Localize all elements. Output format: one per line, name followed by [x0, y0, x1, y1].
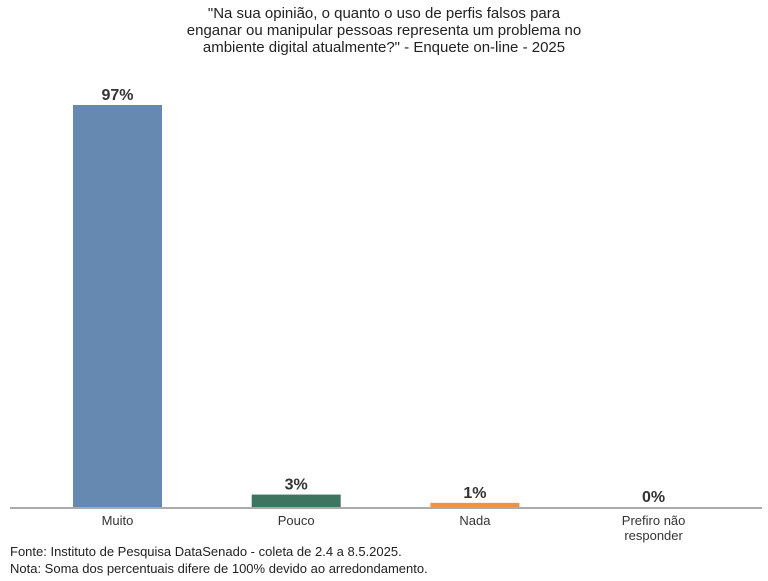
- bar: [73, 105, 162, 507]
- chart-title: "Na sua opinião, o quanto o uso de perfi…: [0, 5, 768, 56]
- x-tick-label: Muito: [102, 513, 134, 528]
- bar: [251, 494, 341, 507]
- title-line: enganar ou manipular pessoas representa …: [186, 22, 582, 39]
- x-tick-label: Pouco: [278, 513, 315, 528]
- data-label: 3%: [285, 477, 308, 494]
- title-line: ambiente digital atualmente?" - Enquete …: [202, 39, 566, 56]
- x-tick-label: Prefiro não: [622, 513, 686, 528]
- x-tick-label: responder: [624, 528, 683, 543]
- data-label: 0%: [642, 489, 665, 506]
- data-label: 97%: [101, 87, 133, 104]
- title-line: "Na sua opinião, o quanto o uso de perfi…: [207, 5, 561, 22]
- x-tick-label: Nada: [459, 513, 491, 528]
- footnote: Nota: Soma dos percentuais difere de 100…: [10, 561, 428, 576]
- bar: [430, 502, 520, 507]
- data-label: 1%: [463, 485, 486, 502]
- source-note: Fonte: Instituto de Pesquisa DataSenado …: [10, 544, 402, 559]
